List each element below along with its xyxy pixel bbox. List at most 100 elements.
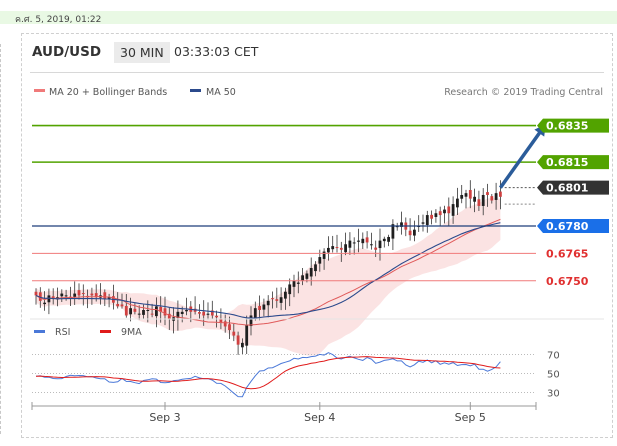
candle-body — [327, 247, 330, 253]
candle-body — [262, 304, 266, 310]
candle-body — [210, 310, 214, 316]
candle-body — [425, 215, 429, 225]
candle-body — [163, 308, 167, 316]
ma50-line — [35, 222, 501, 319]
candle-body — [90, 293, 94, 296]
clock-label: 03:33:03 CET — [174, 44, 259, 59]
candle-body — [38, 292, 42, 301]
candle-body — [284, 291, 287, 299]
candle-body — [215, 315, 218, 318]
candle-body — [486, 192, 489, 195]
candle-body — [202, 311, 206, 316]
candle-body — [81, 293, 85, 295]
candle-body — [155, 306, 158, 317]
ma50-legend-label: MA 50 — [206, 87, 236, 98]
candle-body — [447, 206, 451, 214]
level-label-0.6801: 0.6801 — [546, 182, 588, 195]
candle-body — [481, 194, 485, 206]
candle-body — [223, 321, 227, 327]
chart-header: AUD/USD 30 MIN 03:33:03 CET — [22, 34, 612, 72]
candle-body — [430, 214, 433, 219]
candle-body — [443, 209, 446, 214]
candle-body — [464, 193, 468, 197]
time-axis-label: Sep 5 — [455, 411, 486, 424]
candle-body — [314, 264, 317, 272]
candle-body — [361, 238, 365, 244]
candle-body — [348, 240, 352, 248]
rsi-tick-label-70: 70 — [547, 351, 560, 362]
candle-body — [120, 304, 124, 307]
candle-body — [494, 193, 498, 200]
time-axis-label: Sep 3 — [149, 411, 180, 424]
candle-body — [451, 204, 455, 216]
ma20-legend-swatch — [34, 89, 45, 92]
candle-body — [124, 305, 128, 316]
ma20-line — [35, 218, 501, 326]
candle-body — [185, 310, 188, 312]
candle-body — [249, 315, 253, 327]
candle-body — [391, 224, 395, 239]
candle-body — [421, 222, 425, 224]
candle-body — [365, 237, 369, 243]
level-label-0.6765: 0.6765 — [546, 247, 588, 260]
level-label-0.6750: 0.6750 — [546, 275, 589, 288]
candle-body — [241, 342, 244, 348]
candle-body — [198, 312, 201, 314]
level-badge-0.6815 — [537, 155, 609, 170]
candle-body — [232, 331, 236, 336]
level-label-0.6815: 0.6815 — [546, 156, 588, 169]
candle-body — [146, 310, 150, 311]
candle-body — [499, 191, 502, 197]
candle-body — [387, 236, 390, 242]
rsi-legend-label: RSI — [55, 327, 70, 338]
rsi-ma-legend-swatch — [100, 330, 111, 333]
candle-body — [490, 196, 494, 201]
candle-body — [94, 293, 98, 298]
level-badge-0.6780 — [537, 219, 609, 234]
timestamp-bar: ค.ศ. 5, 2019, 01:22 — [0, 11, 617, 25]
candle-body — [357, 240, 360, 242]
candle-body — [352, 242, 356, 244]
candle-body — [137, 313, 141, 315]
candle-body — [133, 308, 137, 312]
rsi-line — [35, 352, 501, 398]
candle-body — [477, 199, 481, 206]
candle-body — [292, 280, 296, 287]
candle-body — [253, 308, 257, 319]
candle-body — [116, 303, 120, 307]
candle-body — [374, 247, 378, 250]
candle-body — [258, 305, 261, 310]
candle-body — [129, 308, 132, 315]
candle-body — [275, 299, 279, 301]
candle-body — [408, 230, 412, 236]
level-label-0.6780: 0.6780 — [546, 220, 589, 233]
candle-body — [309, 268, 313, 277]
candle-body — [382, 238, 386, 242]
candle-body — [413, 229, 416, 236]
price-panel — [34, 180, 502, 356]
time-axis-label: Sep 4 — [304, 411, 335, 424]
candle-body — [51, 296, 55, 300]
candle-body — [245, 324, 249, 346]
time-axis: Sep 3 Sep 4 Sep 5 — [31, 402, 537, 424]
candle-body — [438, 211, 442, 216]
candle-body — [219, 319, 223, 323]
candle-body — [180, 311, 184, 315]
timeframe-badge[interactable]: 30 MIN — [114, 42, 170, 63]
candle-body — [370, 244, 373, 246]
candle-body — [266, 300, 270, 306]
chart-card: AUD/USD 30 MIN 03:33:03 CET MA 20 + Boll… — [21, 33, 613, 438]
candle-body — [167, 313, 171, 320]
header-divider — [30, 72, 604, 73]
candle-body — [150, 313, 154, 315]
candle-body — [271, 298, 274, 300]
rsi-ma-line — [35, 356, 501, 390]
credit-label: Research © 2019 Trading Central — [444, 87, 603, 98]
candle-body — [468, 189, 472, 199]
candle-body — [228, 324, 231, 331]
candle-body — [301, 275, 304, 281]
rsi-ma-legend-label: 9MA — [121, 327, 142, 338]
candle-body — [305, 273, 309, 279]
candle-body — [434, 213, 438, 217]
candle-body — [279, 297, 283, 303]
